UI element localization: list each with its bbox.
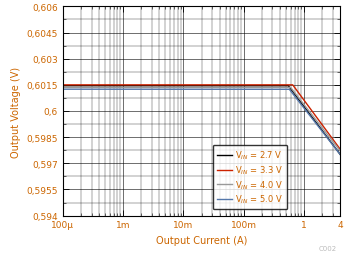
V$_{IN}$ = 3.3 V [196, 84, 200, 87]
V$_{IN}$ = 5.0 V [196, 88, 200, 91]
V$_{IN}$ = 4.0 V [330, 140, 334, 143]
V$_{IN}$ = 5.0 V [279, 88, 283, 91]
V$_{IN}$ = 5.0 V [61, 88, 65, 91]
V$_{IN}$ = 3.3 V [330, 137, 334, 140]
V$_{IN}$ = 4.0 V [61, 87, 65, 90]
V$_{IN}$ = 2.7 V [330, 143, 334, 146]
V$_{IN}$ = 2.7 V [338, 153, 342, 156]
V$_{IN}$ = 4.0 V [196, 87, 200, 90]
V$_{IN}$ = 3.3 V [188, 84, 193, 87]
V$_{IN}$ = 5.0 V [75, 88, 79, 91]
V$_{IN}$ = 3.3 V [279, 84, 283, 87]
V$_{IN}$ = 3.3 V [61, 84, 65, 87]
Text: C002: C002 [319, 245, 337, 251]
Line: V$_{IN}$ = 2.7 V: V$_{IN}$ = 2.7 V [63, 86, 340, 155]
Legend: V$_{IN}$ = 2.7 V, V$_{IN}$ = 3.3 V, V$_{IN}$ = 4.0 V, V$_{IN}$ = 5.0 V: V$_{IN}$ = 2.7 V, V$_{IN}$ = 3.3 V, V$_{… [213, 145, 287, 210]
V$_{IN}$ = 5.0 V [330, 143, 334, 146]
V$_{IN}$ = 2.7 V [196, 85, 200, 88]
V$_{IN}$ = 3.3 V [338, 148, 342, 151]
V$_{IN}$ = 4.0 V [279, 87, 283, 90]
Y-axis label: Output Voltage (V): Output Voltage (V) [11, 66, 21, 157]
V$_{IN}$ = 2.7 V [330, 143, 334, 146]
V$_{IN}$ = 3.3 V [330, 137, 334, 140]
V$_{IN}$ = 4.0 V [330, 139, 334, 142]
V$_{IN}$ = 5.0 V [188, 88, 193, 91]
V$_{IN}$ = 2.7 V [279, 85, 283, 88]
V$_{IN}$ = 3.3 V [75, 84, 79, 87]
Line: V$_{IN}$ = 4.0 V: V$_{IN}$ = 4.0 V [63, 88, 340, 151]
V$_{IN}$ = 4.0 V [338, 150, 342, 153]
Line: V$_{IN}$ = 5.0 V: V$_{IN}$ = 5.0 V [63, 90, 340, 155]
V$_{IN}$ = 5.0 V [338, 153, 342, 156]
V$_{IN}$ = 2.7 V [75, 85, 79, 88]
X-axis label: Output Current (A): Output Current (A) [156, 235, 247, 245]
V$_{IN}$ = 2.7 V [61, 85, 65, 88]
V$_{IN}$ = 5.0 V [330, 143, 334, 146]
V$_{IN}$ = 4.0 V [75, 87, 79, 90]
V$_{IN}$ = 4.0 V [188, 87, 193, 90]
Line: V$_{IN}$ = 3.3 V: V$_{IN}$ = 3.3 V [63, 86, 340, 150]
V$_{IN}$ = 2.7 V [188, 85, 193, 88]
